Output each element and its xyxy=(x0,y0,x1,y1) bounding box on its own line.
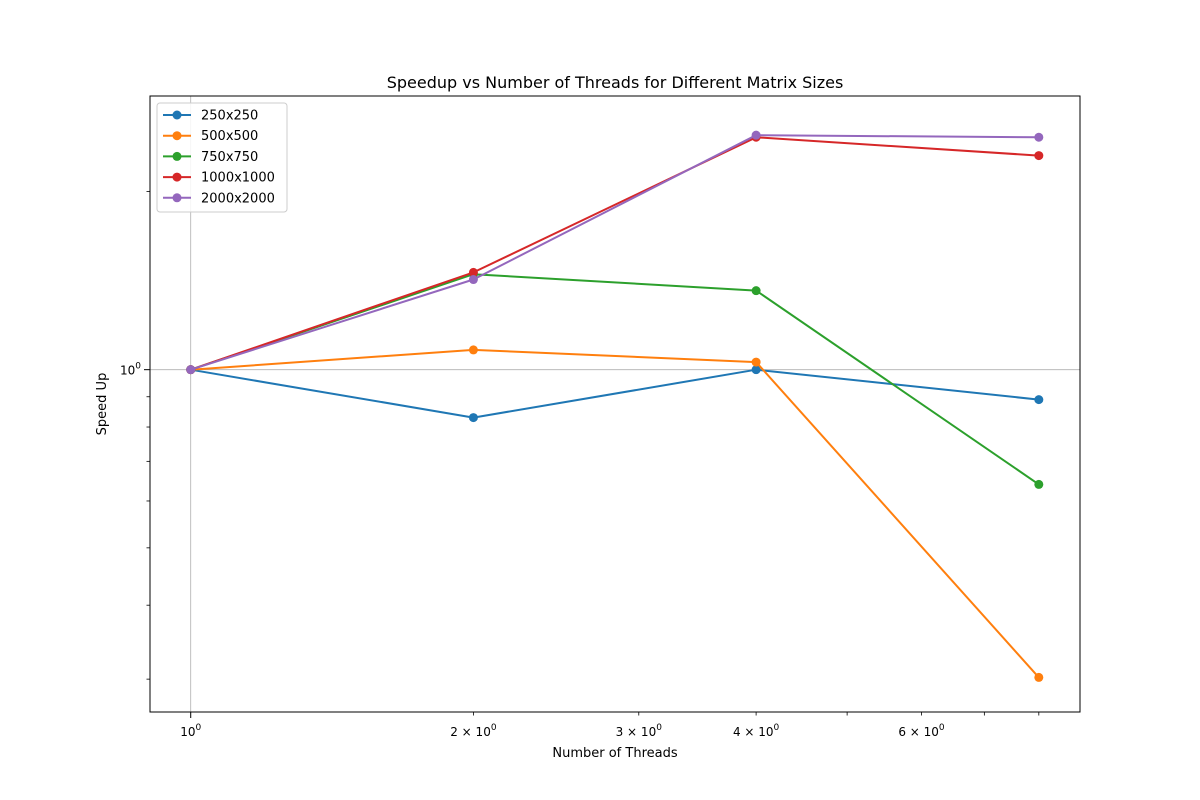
data-point-1000x1000 xyxy=(468,267,478,277)
data-point-500x500 xyxy=(468,345,478,355)
data-point-250x250 xyxy=(751,365,761,375)
data-point-2000x2000 xyxy=(751,130,761,140)
data-point-500x500 xyxy=(751,357,761,367)
x-tick-label: 100 xyxy=(180,723,201,739)
plot-frame xyxy=(149,95,1081,713)
x-tick-label: 6 × 100 xyxy=(898,723,945,739)
series-line-250x250 xyxy=(190,368,1039,419)
legend-label-250x250: 250x250 xyxy=(201,109,258,124)
legend-box xyxy=(156,102,288,213)
y-axis-label: Speed Up xyxy=(95,373,110,436)
x-axis-label: Number of Threads xyxy=(552,746,677,761)
data-point-2000x2000 xyxy=(186,365,196,375)
series-line-2000x2000 xyxy=(190,134,1039,371)
data-point-250x250 xyxy=(1034,395,1044,405)
y-tick-label: 100 xyxy=(120,362,141,378)
x-axis-ticks: 100 2 × 100 3 × 100 4 × 100 6 × 100 xyxy=(180,712,1040,739)
data-point-750x750 xyxy=(751,286,761,296)
series-line-500x500 xyxy=(190,348,1040,679)
series-group xyxy=(186,130,1044,682)
legend-label-750x750: 750x750 xyxy=(201,150,258,165)
data-point-750x750 xyxy=(1034,479,1044,489)
data-point-250x250 xyxy=(468,413,478,423)
legend: 250x250 500x500 750x750 1000x1000 2000x2000 xyxy=(156,102,288,213)
legend-label-2000x2000: 2000x2000 xyxy=(201,191,275,206)
y-axis-ticks: 100 xyxy=(120,191,150,680)
series-line-1000x1000 xyxy=(190,136,1039,371)
x-tick-label: 2 × 100 xyxy=(450,723,497,739)
data-point-1000x1000 xyxy=(1034,151,1044,161)
legend-label-1000x1000: 1000x1000 xyxy=(201,171,275,186)
legend-marker-250x250 xyxy=(172,110,182,120)
legend-marker-500x500 xyxy=(172,131,182,141)
chart-title: Speedup vs Number of Threads for Differe… xyxy=(387,73,844,92)
legend-marker-750x750 xyxy=(172,151,182,161)
x-tick-label: 3 × 100 xyxy=(616,723,663,739)
data-point-2000x2000 xyxy=(1034,132,1044,142)
data-point-500x500 xyxy=(1034,672,1044,682)
x-tick-label: 4 × 100 xyxy=(733,723,780,739)
data-point-2000x2000 xyxy=(468,275,478,285)
legend-marker-2000x2000 xyxy=(172,193,182,203)
legend-label-500x500: 500x500 xyxy=(201,129,258,144)
legend-marker-1000x1000 xyxy=(172,172,182,182)
